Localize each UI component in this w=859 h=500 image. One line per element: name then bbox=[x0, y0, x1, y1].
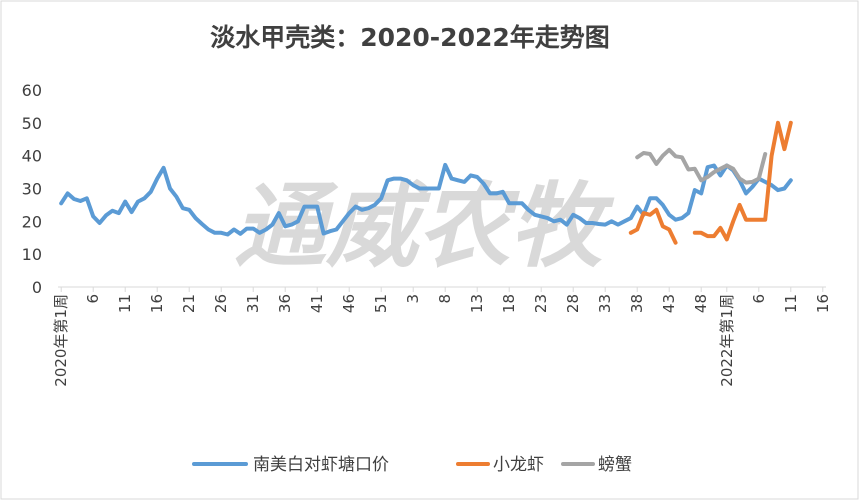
series-layer bbox=[59, 120, 793, 245]
series-line-1 bbox=[59, 162, 793, 237]
x-tick-label: 6 bbox=[84, 294, 102, 304]
x-tick-label: 51 bbox=[372, 294, 390, 313]
x-tick-label: 8 bbox=[436, 294, 454, 304]
watermark: 通威农牧 bbox=[234, 173, 615, 280]
x-tick-label: 6 bbox=[750, 294, 768, 304]
x-tick-label: 28 bbox=[564, 294, 582, 313]
x-tick-label: 38 bbox=[628, 294, 646, 313]
y-tick-label: 60 bbox=[22, 81, 42, 100]
y-tick-label: 40 bbox=[22, 147, 42, 166]
x-tick-label: 16 bbox=[148, 294, 166, 313]
legend: 南美白对虾塘口价 小龙虾 螃蟹 bbox=[192, 455, 632, 475]
legend-item: 小龙虾 bbox=[456, 455, 544, 475]
x-tick-label: 48 bbox=[692, 294, 710, 313]
legend-label: 南美白对虾塘口价 bbox=[253, 455, 389, 475]
y-tick-label: 50 bbox=[22, 114, 42, 133]
x-tick-label: 31 bbox=[244, 294, 262, 313]
series-line-2 bbox=[628, 120, 793, 245]
series-line-3 bbox=[635, 147, 768, 185]
x-tick-label: 23 bbox=[532, 294, 550, 313]
legend-label: 螃蟹 bbox=[598, 455, 632, 475]
x-tick-label: 21 bbox=[180, 294, 198, 313]
legend-label: 小龙虾 bbox=[493, 455, 544, 475]
x-tick-label: 2020年第1周 bbox=[52, 294, 70, 387]
x-tick-label: 41 bbox=[308, 294, 326, 313]
legend-item: 南美白对虾塘口价 bbox=[192, 455, 389, 475]
x-tick-label: 11 bbox=[782, 294, 800, 313]
x-tick-label: 26 bbox=[212, 294, 230, 313]
y-tick-label: 30 bbox=[22, 180, 42, 199]
x-tick-label: 11 bbox=[116, 294, 134, 313]
x-tick-label: 2022年第1周 bbox=[718, 294, 736, 387]
y-tick-label: 10 bbox=[22, 245, 42, 264]
x-tick-label: 13 bbox=[468, 294, 486, 313]
legend-item: 螃蟹 bbox=[561, 455, 632, 475]
x-tick-label: 18 bbox=[500, 294, 518, 313]
y-tick-label: 20 bbox=[22, 212, 42, 231]
y-tick-label: 0 bbox=[32, 278, 42, 297]
x-tick-label: 46 bbox=[340, 294, 358, 313]
x-tick-label: 33 bbox=[596, 294, 614, 313]
x-tick-label: 3 bbox=[404, 294, 422, 304]
chart-title: 淡水甲壳类：2020-2022年走势图 bbox=[210, 23, 610, 52]
x-tick-label: 16 bbox=[814, 294, 832, 313]
x-tick-label: 43 bbox=[660, 294, 678, 313]
x-tick-label: 36 bbox=[276, 294, 294, 313]
